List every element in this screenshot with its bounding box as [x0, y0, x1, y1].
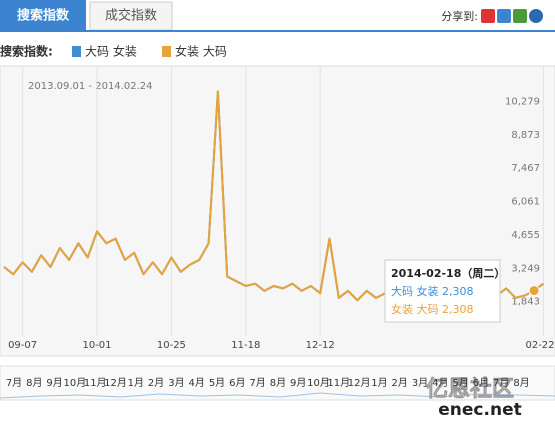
tab-label[interactable]: 成交指数 — [105, 8, 157, 24]
overview-sparkline — [0, 392, 555, 399]
y-tick-label: 3,249 — [511, 263, 540, 274]
overview-month: 9月 — [290, 377, 306, 389]
x-tick-label: 10-25 — [157, 340, 186, 351]
overview-month: 10月 — [64, 377, 87, 389]
overview-month: 7月 — [249, 377, 265, 389]
overview-month: 4月 — [189, 377, 205, 389]
share-icon[interactable] — [481, 9, 495, 23]
overview-month: 3月 — [412, 377, 428, 389]
overview-month: 9月 — [46, 377, 62, 389]
legend-title: 搜索指数: — [0, 44, 53, 59]
overview-month: 5月 — [209, 377, 225, 389]
watermark-url: enec.net — [438, 400, 521, 420]
overview-month: 2月 — [148, 377, 164, 389]
tab-label[interactable]: 搜索指数 — [17, 8, 70, 24]
overview-month: 12月 — [348, 377, 371, 389]
tooltip — [384, 259, 501, 323]
legend-swatch — [162, 46, 171, 57]
overview-month: 3月 — [168, 377, 184, 389]
x-tick-label: 02-22 — [525, 340, 554, 351]
tooltip-date: 2014-02-18（周二） — [391, 267, 505, 280]
legend-swatch — [72, 46, 81, 57]
overview-month: 7月 — [493, 377, 509, 389]
date-range: 2013.09.01 - 2014.02.24 — [28, 81, 152, 92]
overview-month: 11月 — [84, 377, 107, 389]
y-tick-label: 7,467 — [511, 163, 540, 174]
overview-month: 8月 — [513, 377, 529, 389]
overview-month: 1月 — [128, 377, 144, 389]
legend-label: 大码 女装 — [85, 44, 137, 59]
x-tick-label: 12-12 — [306, 340, 335, 351]
share-icon[interactable] — [497, 9, 511, 23]
legend-label: 女装 大码 — [175, 44, 227, 59]
hover-point — [528, 285, 540, 297]
overview-month: 8月 — [26, 377, 42, 389]
x-tick-label: 10-01 — [82, 340, 111, 351]
y-tick-label: 4,655 — [511, 230, 540, 241]
watermark: 亿恩社区 — [426, 376, 514, 402]
y-tick-label: 8,873 — [511, 130, 540, 141]
share-icon[interactable] — [513, 9, 527, 23]
tab-active[interactable] — [0, 0, 86, 30]
y-tick-label: 1,843 — [511, 297, 540, 308]
share-label: 分享到: — [441, 9, 478, 23]
x-tick-label: 09-07 — [8, 340, 37, 351]
overview-month: 6月 — [229, 377, 245, 389]
overview-month: 8月 — [270, 377, 286, 389]
overview-month: 2月 — [392, 377, 408, 389]
overview-month: 11月 — [327, 377, 350, 389]
overview-month: 7月 — [6, 377, 22, 389]
share-icon[interactable] — [529, 9, 543, 23]
overview-month: 4月 — [432, 377, 448, 389]
overview-month: 10月 — [307, 377, 330, 389]
tooltip-entry: 大码 女装 2,308 — [391, 284, 473, 298]
overview-month: 5月 — [452, 377, 468, 389]
tab[interactable] — [89, 1, 173, 31]
overview — [0, 365, 555, 401]
x-tick-label: 11-18 — [231, 340, 260, 351]
overview-month: 1月 — [371, 377, 387, 389]
overview-month: 6月 — [473, 377, 489, 389]
y-tick-label: 6,061 — [511, 197, 540, 208]
overview-month: 12月 — [104, 377, 127, 389]
y-tick-label: 10,279 — [505, 96, 540, 107]
tooltip-entry: 女装 大码 2,308 — [391, 302, 473, 316]
